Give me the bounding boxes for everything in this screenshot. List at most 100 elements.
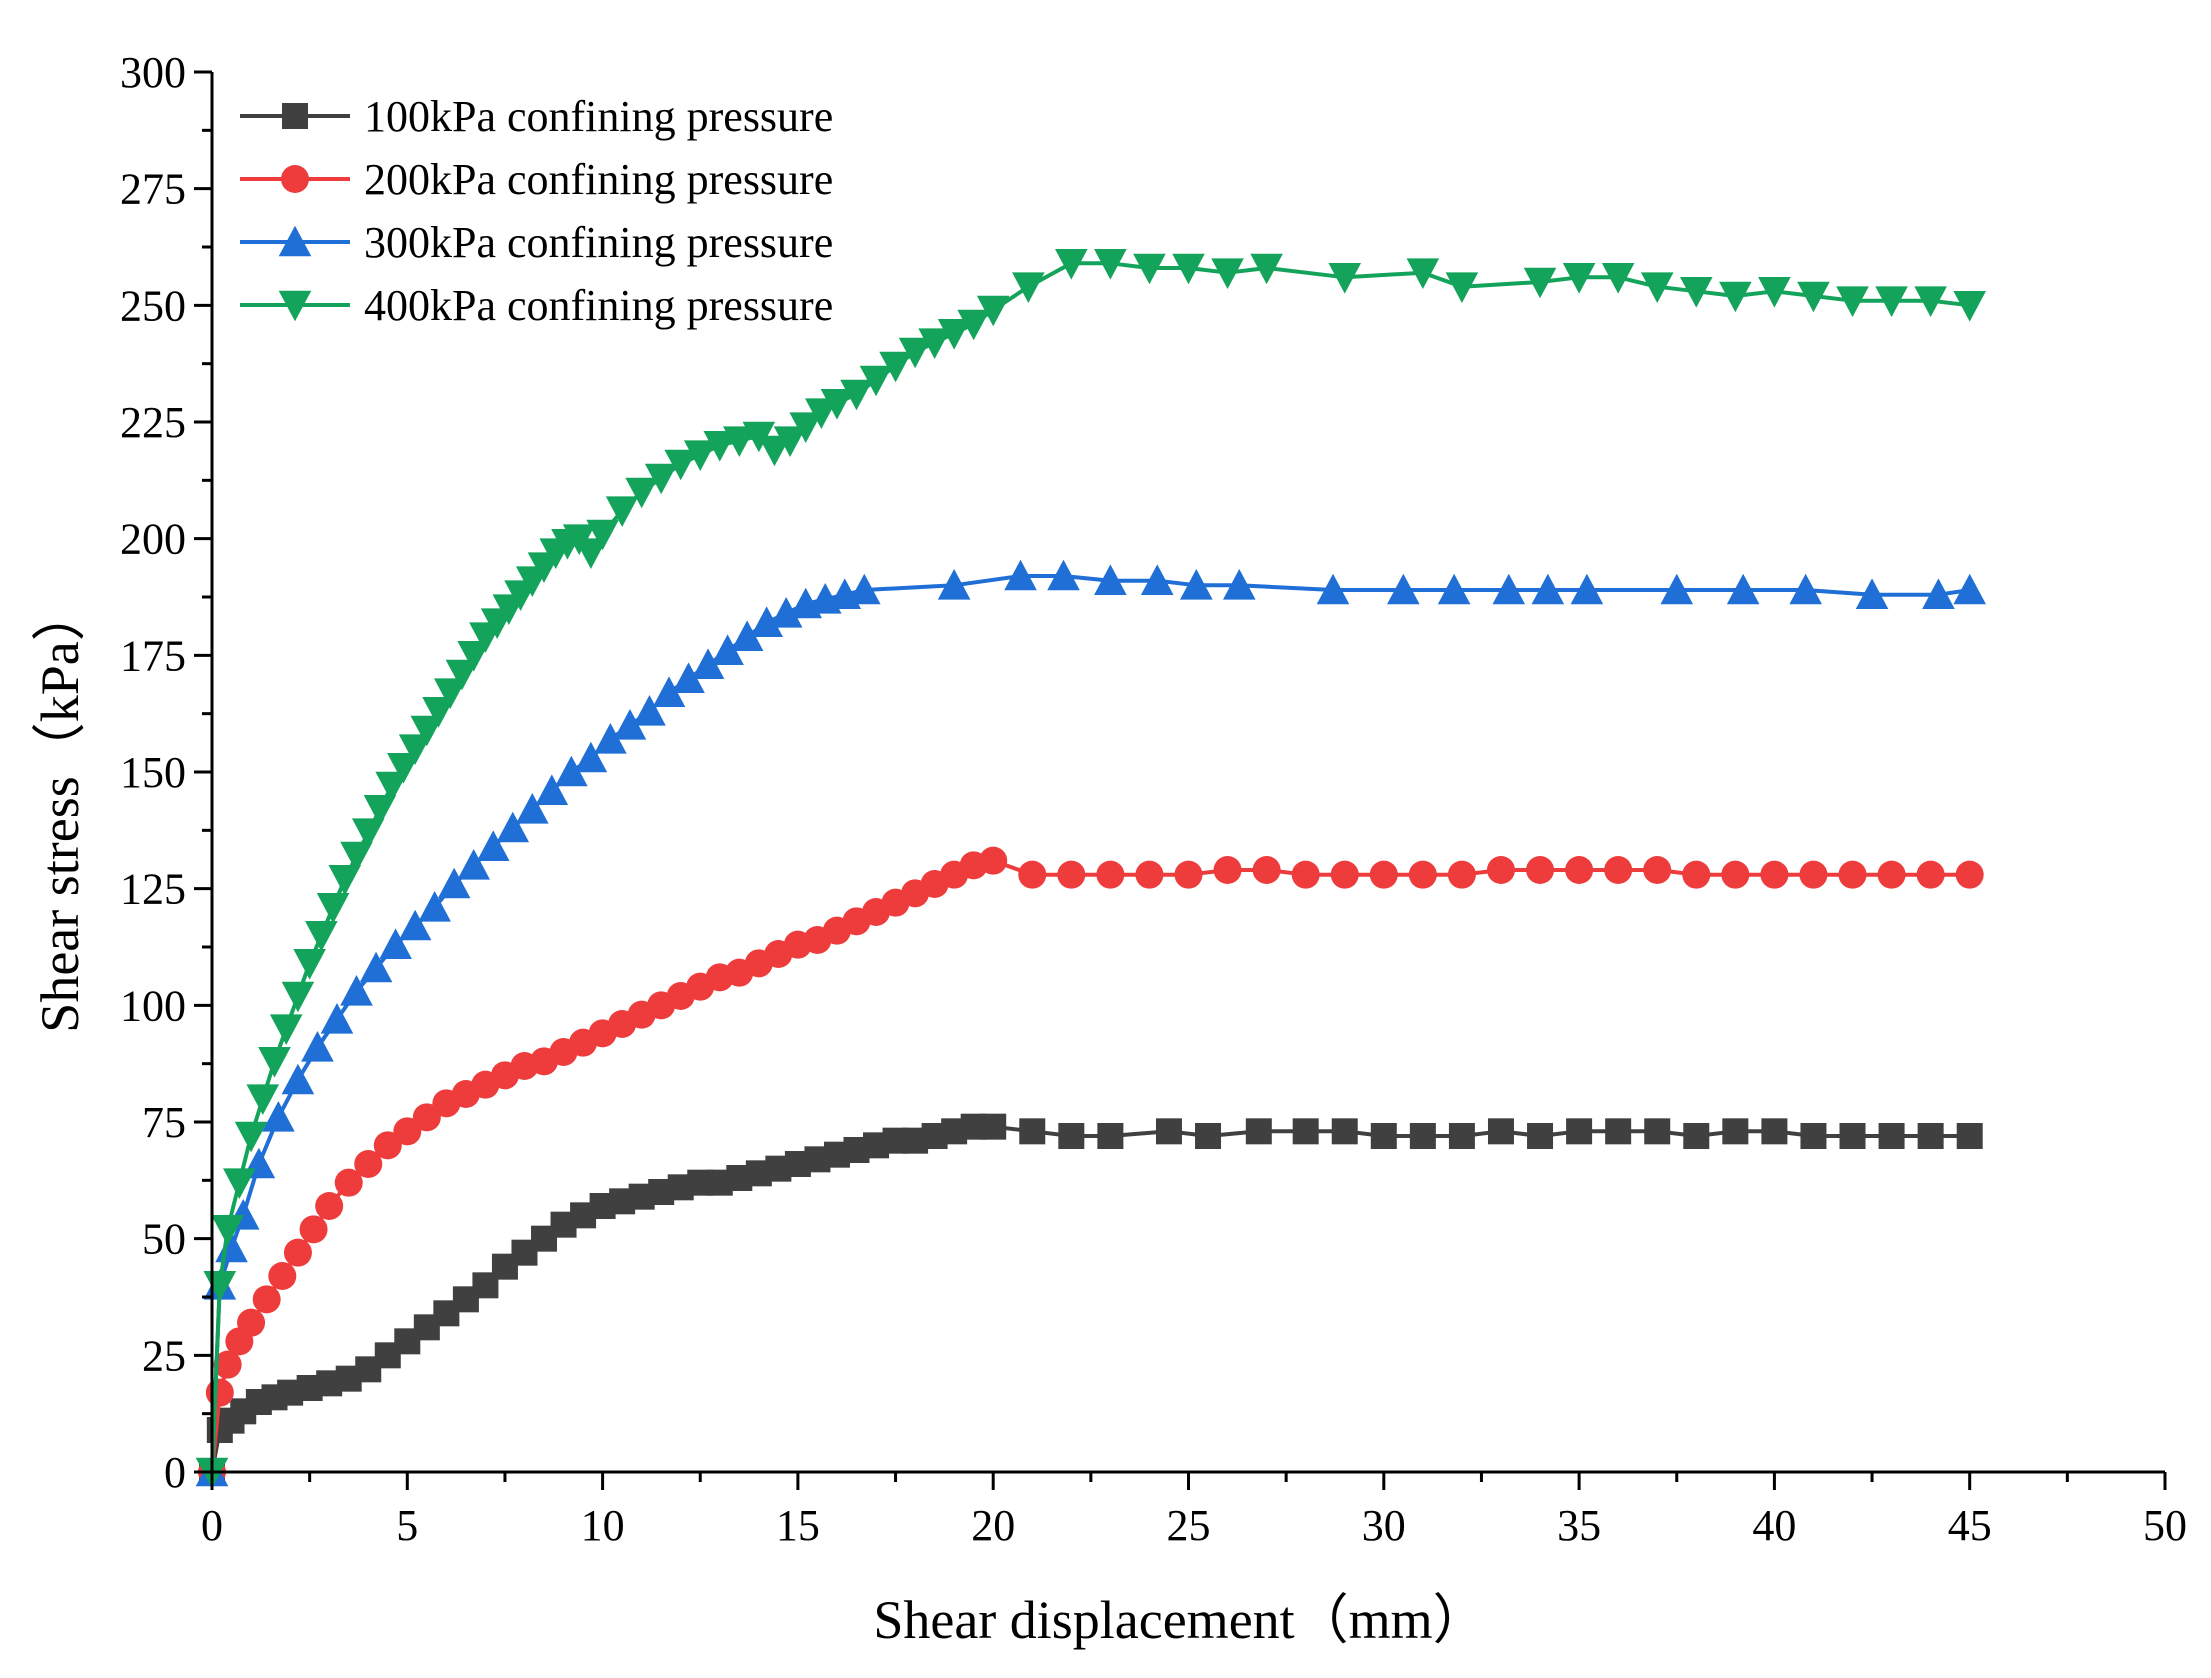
data-point (1877, 860, 1906, 889)
x-tick-label: 10 (581, 1501, 625, 1550)
data-point (840, 379, 873, 411)
data-point (957, 309, 990, 341)
data-point (316, 893, 350, 924)
data-point (1250, 253, 1283, 285)
data-point (340, 975, 373, 1006)
y-tick-label: 125 (120, 865, 186, 914)
legend-item: 300kPa confining pressure (240, 218, 833, 267)
data-point (258, 1047, 291, 1078)
data-point (750, 606, 783, 637)
data-point (320, 1003, 354, 1034)
x-tick-label: 25 (1167, 1501, 1211, 1550)
data-point (1492, 573, 1526, 605)
data-point (574, 741, 608, 773)
data-point (1955, 860, 1984, 889)
data-point (703, 431, 737, 462)
y-tick-label: 150 (120, 748, 186, 797)
data-point (1445, 272, 1479, 303)
data-point (379, 928, 412, 959)
data-point (1604, 856, 1633, 884)
legend-item: 200kPa confining pressure (240, 155, 833, 204)
data-point (237, 1308, 266, 1337)
data-point (898, 337, 932, 369)
data-point (246, 1084, 280, 1115)
data-point (613, 709, 647, 740)
legend-marker (282, 103, 308, 129)
y-tick-label: 100 (120, 981, 186, 1030)
data-point (1172, 253, 1205, 285)
data-point (1527, 1123, 1554, 1149)
series-2 (198, 846, 1984, 1486)
data-point (1012, 272, 1045, 303)
data-point (1719, 281, 1752, 313)
data-point (1523, 267, 1557, 299)
data-point (594, 723, 627, 754)
y-tick-label: 25 (142, 1331, 186, 1380)
data-point (293, 949, 326, 980)
data-point (1406, 258, 1440, 289)
legend-marker (281, 165, 309, 193)
data-point (1800, 1123, 1827, 1149)
data-point (1437, 573, 1471, 605)
data-point (1330, 860, 1359, 889)
data-point (223, 1168, 256, 1199)
data-point (1292, 1118, 1319, 1145)
x-tick-label: 0 (201, 1501, 223, 1550)
data-point (211, 1215, 244, 1246)
data-point (1875, 286, 1908, 317)
data-point (268, 1262, 297, 1290)
data-point (1531, 573, 1565, 605)
y-tick-label: 250 (120, 281, 186, 330)
data-point (633, 695, 666, 726)
data-point (1839, 1123, 1866, 1149)
x-tick-label: 50 (2143, 1501, 2187, 1550)
x-tick-label: 40 (1752, 1501, 1796, 1550)
data-point (605, 496, 639, 527)
data-point (359, 951, 393, 983)
data-point (281, 1063, 315, 1095)
data-point (1409, 1123, 1436, 1149)
data-point (1055, 249, 1088, 280)
data-point (1956, 1123, 1983, 1149)
x-tick-label: 15 (776, 1501, 820, 1550)
series-layer (195, 249, 1986, 1489)
data-point (574, 538, 608, 569)
series-1 (199, 1113, 1983, 1485)
data-point (555, 755, 588, 787)
data-point (1195, 1123, 1222, 1149)
data-point (859, 365, 893, 397)
data-point (1917, 1123, 1944, 1149)
data-point (281, 981, 315, 1013)
data-point (457, 641, 491, 672)
data-point (1761, 1118, 1788, 1145)
data-point (742, 421, 776, 453)
y-tick-label: 300 (120, 48, 186, 97)
data-point (1953, 291, 1986, 322)
data-point (1758, 277, 1791, 308)
data-point (758, 435, 791, 467)
data-point (1660, 573, 1694, 605)
data-point (773, 426, 807, 457)
data-point (723, 426, 756, 457)
data-point (1447, 860, 1476, 889)
y-tick-label: 275 (120, 165, 186, 214)
data-point (976, 295, 1010, 327)
data-point (1213, 856, 1242, 884)
data-point (315, 1192, 344, 1220)
data-point (422, 697, 455, 728)
data-point (373, 1131, 402, 1160)
data-point (1914, 286, 1947, 317)
data-point (1211, 258, 1244, 289)
data-point (1566, 1118, 1593, 1145)
data-point (328, 865, 362, 896)
data-point (820, 389, 854, 420)
data-point (1252, 856, 1281, 884)
data-point (1644, 1118, 1671, 1145)
data-point (1526, 856, 1555, 884)
data-point (848, 573, 881, 605)
data-point (937, 569, 971, 600)
data-point (299, 1215, 328, 1244)
data-point (418, 891, 451, 922)
data-point (1726, 573, 1760, 605)
data-point (644, 463, 678, 495)
